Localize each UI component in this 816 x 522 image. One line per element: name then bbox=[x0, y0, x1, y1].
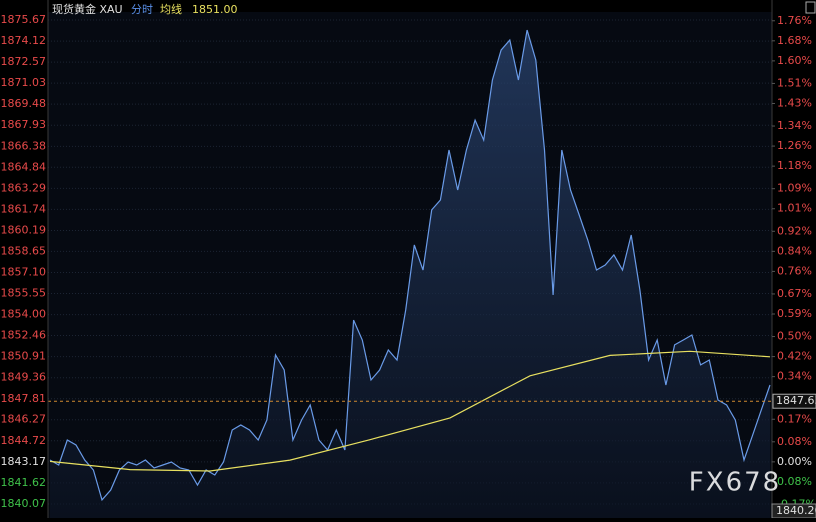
y2-tick-label: 1.60% bbox=[777, 54, 812, 67]
y2-tick-label: 1.09% bbox=[777, 182, 812, 195]
y2-tick-label: 0.76% bbox=[777, 264, 812, 277]
y2-tick-label: 1.68% bbox=[777, 34, 812, 47]
y-tick-label: 1875.67 bbox=[1, 13, 47, 26]
y-tick-label: 1866.38 bbox=[1, 139, 47, 152]
ma-value: 1851.00 bbox=[192, 3, 238, 16]
y2-tick-label: 1.34% bbox=[777, 119, 812, 132]
y-tick-label: 1854.00 bbox=[1, 308, 47, 321]
y2-tick-label: 0.34% bbox=[777, 370, 812, 383]
y-tick-label: 1869.48 bbox=[1, 97, 47, 110]
y-tick-label: 1860.19 bbox=[1, 223, 47, 236]
y2-tick-label: 0.08% bbox=[777, 475, 812, 488]
low-label: 1840.26 bbox=[776, 504, 816, 517]
y2-tick-label: 0.17% bbox=[777, 412, 812, 425]
y2-tick-label: 0.00% bbox=[777, 455, 812, 468]
y-tick-label: 1872.57 bbox=[1, 55, 47, 68]
y-tick-label: 1874.12 bbox=[1, 34, 47, 47]
y-tick-label: 1847.81 bbox=[1, 392, 47, 405]
y-tick-label: 1857.10 bbox=[1, 265, 47, 278]
mode-label: 分时 bbox=[131, 3, 153, 16]
y2-tick-label: 0.50% bbox=[777, 330, 812, 343]
y2-tick-label: 0.42% bbox=[777, 350, 812, 363]
y2-tick-label: 1.01% bbox=[777, 202, 812, 215]
y-tick-label: 1861.74 bbox=[1, 202, 47, 215]
y2-tick-label: 1.43% bbox=[777, 96, 812, 109]
y-tick-label: 1843.17 bbox=[1, 455, 47, 468]
chart-title: 现货黄金 XAU bbox=[52, 2, 123, 16]
y-tick-label: 1867.93 bbox=[1, 118, 47, 131]
y2-tick-label: 1.18% bbox=[777, 159, 812, 172]
last-price-label: 1847.63 bbox=[776, 394, 816, 407]
y-tick-label: 1846.27 bbox=[1, 413, 47, 426]
y2-tick-label: 1.76% bbox=[777, 14, 812, 27]
y-tick-label: 1864.84 bbox=[1, 160, 47, 173]
y2-tick-label: 0.08% bbox=[777, 435, 812, 448]
y2-tick-label: 0.92% bbox=[777, 224, 812, 237]
watermark: FX678 bbox=[689, 468, 781, 498]
y-tick-label: 1841.62 bbox=[1, 476, 47, 489]
y2-tick-label: 1.26% bbox=[777, 139, 812, 152]
y2-tick-label: 0.84% bbox=[777, 244, 812, 257]
y-tick-label: 1863.29 bbox=[1, 181, 47, 194]
y2-tick-label: 1.51% bbox=[777, 76, 812, 89]
y-tick-label: 1852.46 bbox=[1, 329, 47, 342]
y2-tick-label: 0.59% bbox=[777, 307, 812, 320]
y-tick-label: 1844.72 bbox=[1, 434, 47, 447]
y-tick-label: 1855.55 bbox=[1, 287, 47, 300]
y-tick-label: 1849.36 bbox=[1, 371, 47, 384]
ma-name: 均线 bbox=[160, 2, 182, 16]
y-tick-label: 1850.91 bbox=[1, 350, 47, 363]
y-tick-label: 1871.03 bbox=[1, 76, 47, 89]
y2-tick-label: 0.67% bbox=[777, 287, 812, 300]
y-tick-label: 1840.07 bbox=[1, 497, 47, 510]
y-tick-label: 1858.65 bbox=[1, 244, 47, 257]
